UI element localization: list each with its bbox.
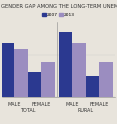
Bar (72, 43, 86, 97)
Bar (59, 32, 72, 97)
Legend: 2007, 2013: 2007, 2013 (40, 11, 77, 19)
Bar (85, 76, 99, 97)
Bar (14, 49, 28, 97)
Bar (41, 62, 55, 97)
Bar (1, 43, 14, 97)
Text: GENDER GAP AMONG THE LONG-TERM UNEMPLOYED, 200: GENDER GAP AMONG THE LONG-TERM UNEMPLOYE… (1, 4, 117, 9)
Bar (99, 62, 113, 97)
Bar (28, 72, 41, 97)
Text: TOTAL: TOTAL (20, 108, 36, 113)
Text: RURAL: RURAL (78, 108, 94, 113)
